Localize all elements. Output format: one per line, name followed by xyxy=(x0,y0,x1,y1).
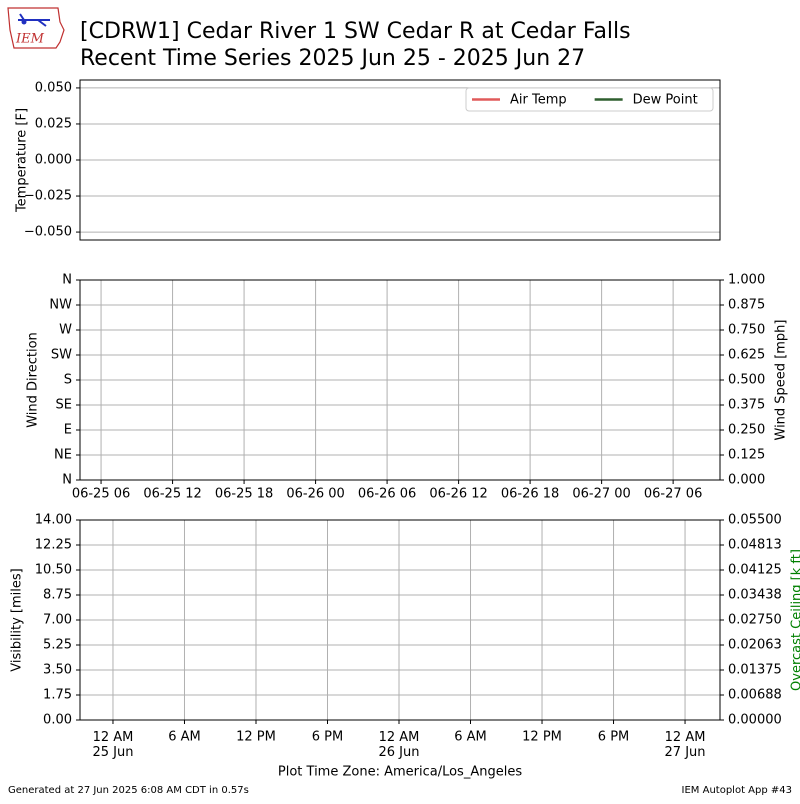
y2-tick-label: 0.02063 xyxy=(728,638,782,653)
x-tick-label: 12 PM xyxy=(522,730,562,745)
y-tick-label: 1.75 xyxy=(43,688,72,703)
y-tick-label: S xyxy=(64,373,72,388)
y2-tick-label: 0.125 xyxy=(728,448,765,463)
y2-tick-label: 0.000 xyxy=(728,473,765,488)
y-tick-label: 0.025 xyxy=(35,116,72,131)
logo-dot xyxy=(22,20,27,25)
y2-tick-label: 0.500 xyxy=(728,373,765,388)
y-axis-label: Temperature [F] xyxy=(15,108,30,213)
y-tick-label: SW xyxy=(51,348,72,363)
y2-tick-label: 0.01375 xyxy=(728,663,782,678)
y2-tick-label: 0.625 xyxy=(728,348,765,363)
y-tick-label: N xyxy=(62,273,72,288)
y-tick-label: 7.00 xyxy=(43,613,72,628)
x-tick-label: 06-26 18 xyxy=(501,487,559,502)
x-tick-label: 06-26 12 xyxy=(429,487,487,502)
y2-tick-label: 0.02750 xyxy=(728,613,782,628)
y2-tick-label: 1.000 xyxy=(728,273,765,288)
logo-text: IEM xyxy=(15,32,45,47)
x-tick-label: 06-27 06 xyxy=(644,487,702,502)
x-tick-label: 6 AM xyxy=(454,730,487,745)
y-tick-label: 12.25 xyxy=(35,538,72,553)
x-tick-label: 12 PM xyxy=(236,730,276,745)
x-tick-label: 06-25 18 xyxy=(215,487,273,502)
logo: IEM xyxy=(8,8,64,48)
y-tick-label: 3.50 xyxy=(43,663,72,678)
y-tick-label: N xyxy=(62,473,72,488)
y2-tick-label: 0.05500 xyxy=(728,513,782,528)
y-tick-label: SE xyxy=(56,398,72,413)
y-tick-label: NE xyxy=(54,448,72,463)
y2-tick-label: 0.03438 xyxy=(728,588,782,603)
y2-tick-label: 0.00688 xyxy=(728,688,782,703)
x-tick-label: 6 PM xyxy=(312,730,343,745)
y-tick-label: −0.025 xyxy=(24,189,72,204)
x-tick-label: 06-26 06 xyxy=(358,487,416,502)
y2-tick-label: 0.04813 xyxy=(728,538,782,553)
y2-tick-label: 0.875 xyxy=(728,298,765,313)
footer-right: IEM Autoplot App #43 xyxy=(682,785,792,796)
legend-label: Dew Point xyxy=(633,93,698,108)
y2-tick-label: 0.00000 xyxy=(728,713,782,728)
y2-axis-label: Wind Speed [mph] xyxy=(774,320,789,441)
y-tick-label: NW xyxy=(49,298,72,313)
y-tick-label: W xyxy=(59,323,72,338)
x-tick-label: 06-27 00 xyxy=(572,487,630,502)
footer-left: Generated at 27 Jun 2025 6:08 AM CDT in … xyxy=(8,785,249,796)
y-tick-label: 0.050 xyxy=(35,80,72,95)
y2-tick-label: 0.375 xyxy=(728,398,765,413)
y-axis-label: Wind Direction xyxy=(26,332,41,428)
x-tick-label: 06-25 06 xyxy=(72,487,130,502)
y-tick-label: 0.00 xyxy=(43,713,72,728)
y2-tick-label: 0.250 xyxy=(728,423,765,438)
y-tick-label: 5.25 xyxy=(43,638,72,653)
y-tick-label: 10.50 xyxy=(35,563,72,578)
title: [CDRW1] Cedar River 1 SW Cedar R at Ceda… xyxy=(80,19,631,44)
y-axis-label: Visibility [miles] xyxy=(10,568,25,671)
title: Recent Time Series 2025 Jun 25 - 2025 Ju… xyxy=(80,46,585,71)
y2-axis-label: Overcast Ceiling [k ft] xyxy=(790,549,800,691)
y-tick-label: E xyxy=(64,423,72,438)
x-tick-label: 6 PM xyxy=(598,730,629,745)
y-tick-label: −0.050 xyxy=(24,225,72,240)
y2-tick-label: 0.04125 xyxy=(728,563,782,578)
y2-tick-label: 0.750 xyxy=(728,323,765,338)
legend-label: Air Temp xyxy=(510,93,567,108)
x-tick-label: 06-26 00 xyxy=(286,487,344,502)
x-tick-label: 06-25 12 xyxy=(143,487,201,502)
x-tick-label: 6 AM xyxy=(168,730,201,745)
x-axis-label: Plot Time Zone: America/Los_Angeles xyxy=(278,765,522,780)
y-tick-label: 8.75 xyxy=(43,588,72,603)
y-tick-label: 0.000 xyxy=(35,153,72,168)
y-tick-label: 14.00 xyxy=(35,513,72,528)
